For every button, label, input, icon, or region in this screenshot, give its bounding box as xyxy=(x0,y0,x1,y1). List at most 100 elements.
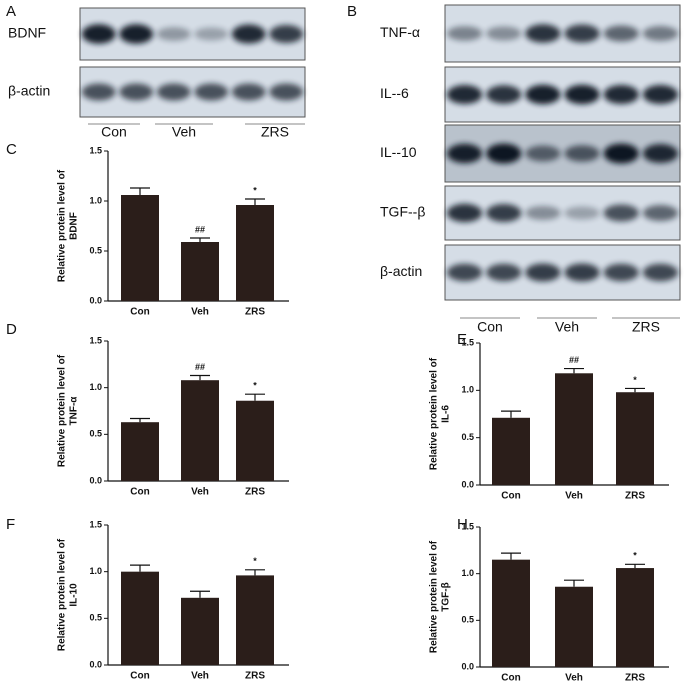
blot-strip xyxy=(444,66,681,123)
blot-strip xyxy=(444,185,681,241)
blot-band xyxy=(486,26,522,41)
blot-band xyxy=(525,206,561,220)
panel-letter: D xyxy=(6,321,17,338)
x-tick-label: Con xyxy=(501,491,520,502)
bar xyxy=(555,373,593,485)
blot-band xyxy=(486,263,522,282)
x-tick-label: Veh xyxy=(191,671,209,682)
blot-band xyxy=(642,205,679,221)
blot-band xyxy=(603,143,639,164)
panel-letter: H xyxy=(457,516,468,533)
bar xyxy=(181,380,219,481)
bar xyxy=(616,568,654,667)
blot-band xyxy=(603,204,639,222)
y-tick-label: 0.5 xyxy=(461,615,474,625)
blot-band xyxy=(446,203,483,223)
blot-band xyxy=(642,85,679,104)
blot-strip xyxy=(444,4,681,63)
x-tick-label: ZRS xyxy=(245,487,265,498)
group-label: ZRS xyxy=(632,319,660,335)
blot-label: IL--10 xyxy=(380,144,417,160)
bar xyxy=(492,417,530,485)
blot-band xyxy=(486,85,522,104)
y-tick-label: 1.0 xyxy=(89,382,102,392)
x-tick-label: Veh xyxy=(565,491,583,502)
blot-background xyxy=(444,124,681,183)
blot-band xyxy=(564,24,600,43)
blot-band xyxy=(446,26,483,41)
x-tick-label: Con xyxy=(130,307,149,318)
bar xyxy=(181,597,219,665)
y-tick-label: 0.0 xyxy=(461,661,474,671)
blot-strip xyxy=(79,7,306,61)
panel-letter: E xyxy=(457,331,467,348)
y-tick-label: 1.5 xyxy=(461,337,474,347)
y-tick-label: 0.5 xyxy=(461,432,474,442)
y-tick-label: 0.5 xyxy=(89,429,102,439)
blot-label: TNF-α xyxy=(380,24,420,40)
y-axis-label: Relative protein level of xyxy=(57,354,68,467)
bar xyxy=(121,422,159,481)
blot-band xyxy=(642,144,679,163)
blot-band xyxy=(446,85,483,104)
y-axis-label: IL-10 xyxy=(69,583,80,607)
blot-band xyxy=(81,24,116,44)
bar xyxy=(492,559,530,667)
significance-mark: * xyxy=(253,381,257,391)
panel-letter: F xyxy=(6,516,15,533)
x-tick-label: Veh xyxy=(191,307,209,318)
blot-band xyxy=(231,24,266,44)
blot-band xyxy=(446,143,483,164)
bar xyxy=(236,575,274,665)
y-tick-label: 0.0 xyxy=(89,659,102,669)
blot-background xyxy=(444,66,681,123)
bar xyxy=(121,571,159,665)
y-axis-label: Relative protein level of xyxy=(429,540,440,653)
blot-background xyxy=(444,185,681,241)
bar xyxy=(181,242,219,301)
y-axis-label: TGF-β xyxy=(441,582,452,611)
blot-band xyxy=(525,145,561,162)
blot-label: IL--6 xyxy=(380,85,409,101)
blot-band xyxy=(81,83,116,101)
significance-mark: * xyxy=(633,375,637,385)
panel-letter: B xyxy=(347,3,357,20)
y-tick-label: 1.5 xyxy=(89,519,102,529)
blot-band xyxy=(525,24,561,43)
blot-band xyxy=(156,83,191,101)
blot-label: TGF--β xyxy=(380,204,425,220)
y-tick-label: 0.0 xyxy=(89,295,102,305)
y-tick-label: 0.0 xyxy=(89,475,102,485)
x-tick-label: Veh xyxy=(191,487,209,498)
panel-letter: C xyxy=(6,141,17,158)
blot-label: β-actin xyxy=(8,83,50,99)
significance-mark: ## xyxy=(195,362,205,372)
blot-band xyxy=(194,83,229,101)
blot-band xyxy=(486,143,522,164)
group-label: Con xyxy=(101,124,127,140)
significance-mark: * xyxy=(633,551,637,561)
significance-mark: ## xyxy=(195,224,205,234)
blot-band xyxy=(194,27,229,41)
significance-mark: * xyxy=(253,185,257,195)
blot-band xyxy=(603,85,639,104)
blot-strip xyxy=(79,66,306,118)
blot-band xyxy=(269,25,304,43)
blot-band xyxy=(119,83,154,101)
blot-band xyxy=(231,83,266,101)
blot-strip xyxy=(444,124,681,183)
blot-band xyxy=(446,263,483,282)
x-tick-label: Con xyxy=(501,673,520,684)
group-label: Veh xyxy=(555,319,579,335)
blot-band xyxy=(642,26,679,41)
y-tick-label: 1.0 xyxy=(89,195,102,205)
x-tick-label: Con xyxy=(130,671,149,682)
blot-band xyxy=(564,206,600,220)
blot-band xyxy=(564,84,600,105)
significance-mark: ## xyxy=(569,355,579,365)
blot-background xyxy=(444,244,681,301)
blot-band xyxy=(603,25,639,42)
blot-band xyxy=(119,24,154,44)
blot-band xyxy=(269,83,304,101)
